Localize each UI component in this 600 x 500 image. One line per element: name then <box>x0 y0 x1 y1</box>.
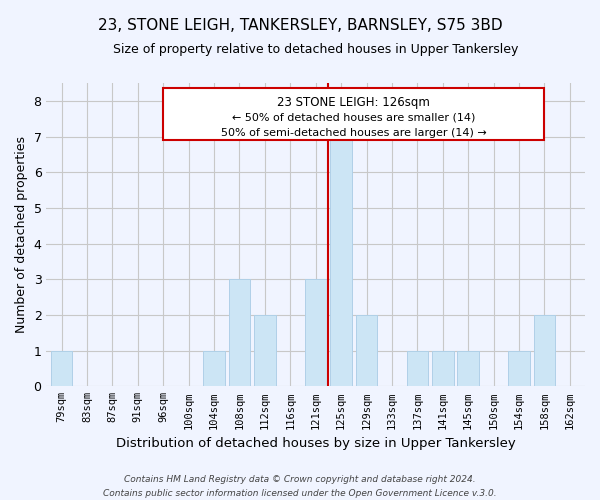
Bar <box>432 350 454 386</box>
Bar <box>356 315 377 386</box>
Bar <box>331 136 352 386</box>
Title: Size of property relative to detached houses in Upper Tankersley: Size of property relative to detached ho… <box>113 42 518 56</box>
Bar <box>508 350 530 386</box>
Bar <box>305 280 326 386</box>
Bar <box>407 350 428 386</box>
Bar <box>254 315 275 386</box>
FancyBboxPatch shape <box>163 88 544 140</box>
Text: Contains HM Land Registry data © Crown copyright and database right 2024.
Contai: Contains HM Land Registry data © Crown c… <box>103 476 497 498</box>
Bar <box>533 315 555 386</box>
Text: 23, STONE LEIGH, TANKERSLEY, BARNSLEY, S75 3BD: 23, STONE LEIGH, TANKERSLEY, BARNSLEY, S… <box>98 18 502 32</box>
Bar <box>51 350 73 386</box>
Bar <box>229 280 250 386</box>
Text: 23 STONE LEIGH: 126sqm: 23 STONE LEIGH: 126sqm <box>277 96 430 110</box>
Text: 50% of semi-detached houses are larger (14) →: 50% of semi-detached houses are larger (… <box>221 128 487 138</box>
Bar <box>457 350 479 386</box>
Bar <box>203 350 225 386</box>
X-axis label: Distribution of detached houses by size in Upper Tankersley: Distribution of detached houses by size … <box>116 437 515 450</box>
Y-axis label: Number of detached properties: Number of detached properties <box>15 136 28 333</box>
Text: ← 50% of detached houses are smaller (14): ← 50% of detached houses are smaller (14… <box>232 112 476 122</box>
